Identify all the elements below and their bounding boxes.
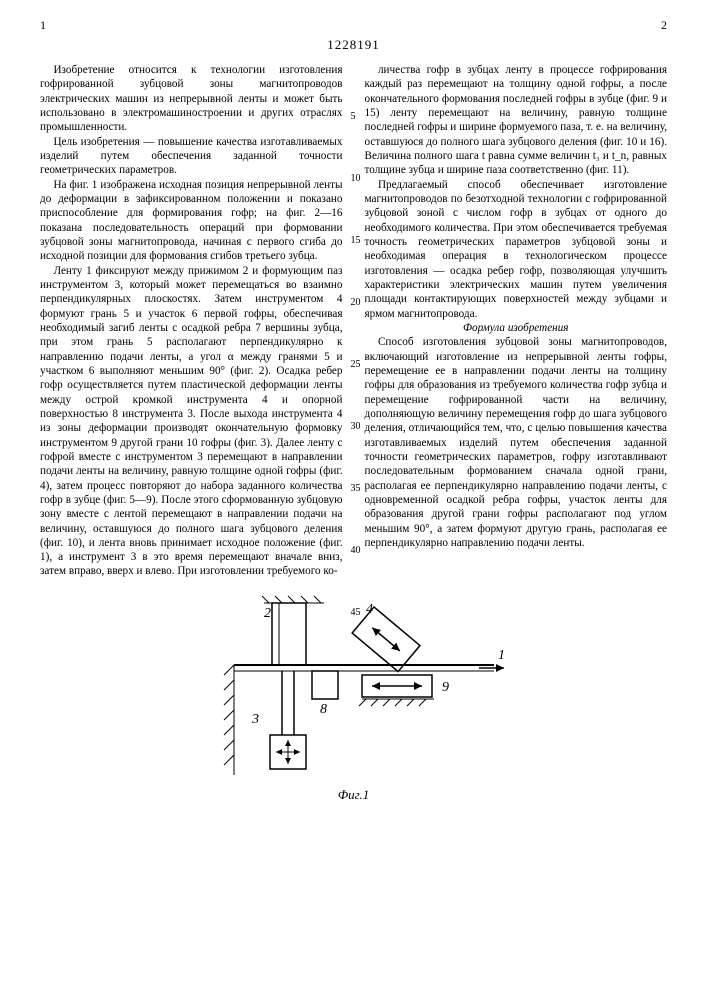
para: личества гофр в зубцах ленту в процессе … bbox=[365, 63, 668, 178]
line-number: 20 bbox=[351, 297, 361, 310]
line-number: 35 bbox=[351, 483, 361, 496]
page: 1 2 1228191 Изобретение относится к техн… bbox=[0, 0, 707, 823]
figure-svg: 2 3 4 8 9 1 bbox=[194, 595, 514, 785]
right-column: 51015202530354045 личества гофр в зубцах… bbox=[365, 63, 668, 579]
patent-number: 1228191 bbox=[40, 37, 667, 53]
line-number: 40 bbox=[351, 545, 361, 558]
fig-label-4: 4 bbox=[366, 602, 373, 617]
fig-label-3: 3 bbox=[251, 712, 259, 727]
figure-1: 2 3 4 8 9 1 Фиг.1 bbox=[194, 595, 514, 803]
fig-label-8: 8 bbox=[320, 702, 327, 717]
line-number: 45 bbox=[351, 607, 361, 620]
left-column: Изобретение относится к технологии изгот… bbox=[40, 63, 343, 579]
line-number: 15 bbox=[351, 235, 361, 248]
line-number: 25 bbox=[351, 359, 361, 372]
formula-title: Формула изобретения bbox=[365, 321, 668, 335]
para: Способ изготовления зубцовой зоны магнит… bbox=[365, 335, 668, 550]
line-number: 30 bbox=[351, 421, 361, 434]
line-number: 5 bbox=[351, 111, 356, 124]
page-num-left: 1 bbox=[40, 18, 46, 33]
para: Цель изобретения — повышение качества из… bbox=[40, 135, 343, 178]
para: На фиг. 1 изображена исходная позиция не… bbox=[40, 178, 343, 264]
para: Ленту 1 фиксируют между прижимом 2 и фор… bbox=[40, 264, 343, 579]
para: Предлагаемый способ обеспечивает изготов… bbox=[365, 178, 668, 321]
para: Изобретение относится к технологии изгот… bbox=[40, 63, 343, 135]
line-number: 10 bbox=[351, 173, 361, 186]
fig-label-1: 1 bbox=[498, 648, 505, 663]
fig-label-9: 9 bbox=[442, 680, 449, 695]
fig-label-2: 2 bbox=[264, 606, 271, 621]
page-num-right: 2 bbox=[661, 18, 667, 33]
page-header: 1 2 bbox=[40, 18, 667, 33]
text-columns: Изобретение относится к технологии изгот… bbox=[40, 63, 667, 579]
figure-caption: Фиг.1 bbox=[194, 787, 514, 803]
